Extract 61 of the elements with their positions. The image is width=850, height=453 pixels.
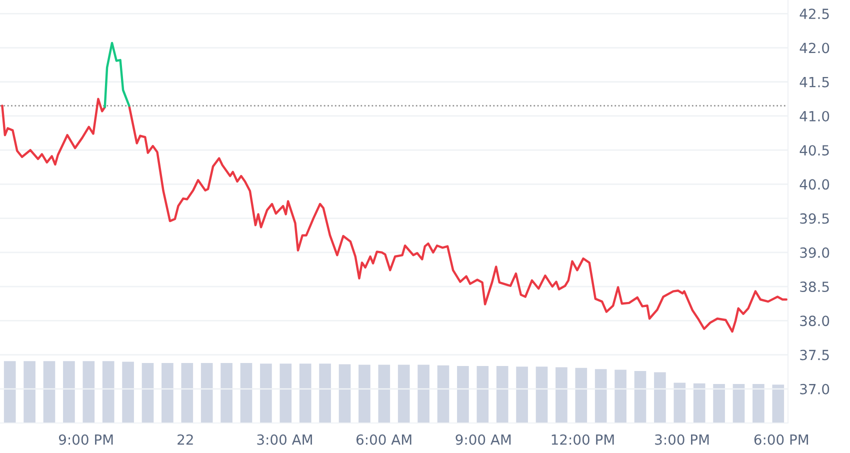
bar [4, 361, 16, 423]
bar [299, 364, 312, 423]
y-tick-label: 40.0 [800, 179, 830, 190]
y-tick-label: 37.0 [800, 384, 830, 394]
bar [654, 372, 666, 423]
y-tick-label: 41.0 [800, 110, 830, 122]
bar [358, 364, 370, 423]
bar [752, 384, 764, 423]
bar [338, 364, 351, 423]
bar [280, 364, 292, 423]
bar [772, 384, 784, 423]
bar [319, 364, 331, 423]
y-tick-label: 40.5 [800, 145, 829, 156]
x-tick-label: 22 [178, 434, 193, 445]
bar [575, 368, 588, 423]
y-tick-label: 37.5 [800, 350, 829, 360]
bar [556, 367, 568, 423]
x-tick-label: 6:00 AM [356, 434, 412, 445]
bar [418, 364, 430, 423]
bar [398, 364, 410, 423]
x-tick-label: 9:00 AM [456, 434, 511, 445]
bar [240, 362, 252, 423]
bar [260, 364, 272, 423]
bar [437, 365, 450, 423]
x-tick-label: 6:00 PM [754, 434, 808, 445]
y-tick-label: 39.5 [800, 213, 829, 224]
bar [162, 362, 174, 423]
line-series [104, 42, 130, 108]
bar [24, 361, 36, 423]
bar [457, 366, 469, 423]
x-tick-label: 12:00 PM [552, 434, 614, 445]
bar [142, 362, 154, 423]
bar [181, 362, 194, 423]
bar [713, 384, 725, 423]
bar [536, 366, 548, 423]
bar [200, 362, 213, 423]
bar [674, 382, 686, 423]
bar [102, 361, 114, 423]
x-tick-label: 3:00 AM [257, 434, 312, 445]
bar [476, 366, 489, 423]
x-tick-label: 3:00 PM [655, 434, 709, 445]
bar [378, 364, 390, 423]
bar [122, 362, 134, 423]
bar [614, 370, 626, 423]
bar [496, 366, 508, 423]
bar [594, 369, 607, 423]
bar [516, 366, 528, 423]
bar [82, 361, 95, 423]
y-tick-label: 42.5 [800, 8, 829, 20]
y-tick-label: 39.0 [800, 247, 830, 258]
bar [220, 362, 232, 423]
bar [693, 383, 706, 423]
bar [43, 361, 56, 423]
y-tick-label: 38.5 [800, 282, 829, 292]
y-tick-label: 38.0 [800, 316, 830, 326]
y-tick-label: 42.0 [800, 42, 830, 54]
y-tick-label: 41.5 [800, 77, 829, 88]
bar [732, 384, 745, 423]
bar [634, 371, 646, 423]
x-tick-label: 9:00 PM [58, 434, 113, 445]
bar [63, 361, 75, 423]
